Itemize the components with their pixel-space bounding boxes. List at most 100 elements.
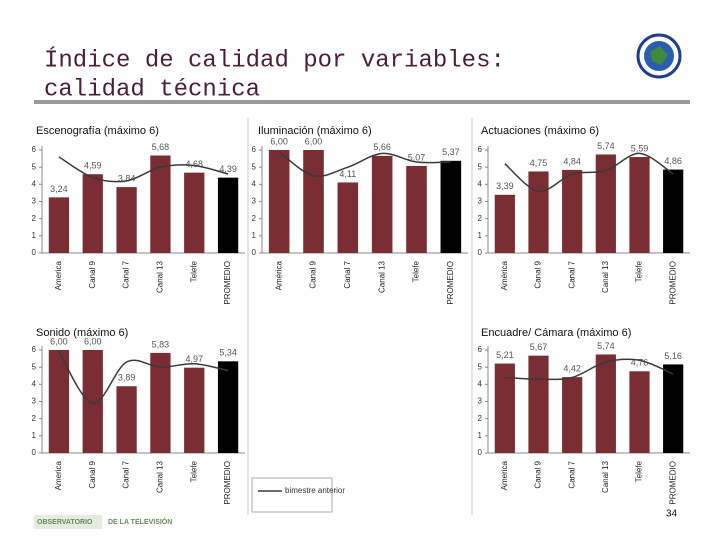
x-tick-label: America [54,460,63,490]
y-tick-label: 0 [32,248,37,257]
page-number: 34 [666,509,678,520]
bar [528,355,549,453]
bar [595,354,616,453]
value-label: 6,00 [305,136,323,146]
x-tick-label: Telefe [189,460,198,482]
y-tick-label: 3 [478,197,483,206]
y-tick-label: 3 [252,197,257,206]
value-label: 5,68 [152,142,170,152]
bar [116,386,137,453]
y-tick-label: 2 [32,214,37,223]
y-tick-label: 4 [32,379,37,388]
bar [595,154,616,253]
y-tick-label: 1 [32,431,37,440]
previous-line [58,351,229,404]
y-tick-label: 6 [32,145,37,154]
bar [337,182,359,253]
y-tick-label: 5 [32,162,37,171]
bar [48,197,70,253]
value-label: 3,39 [496,181,514,191]
bar [48,350,70,453]
bar [440,160,462,253]
chart-title: Escenografía (máximo 6) [36,125,159,137]
x-tick-label: PROMEDIO [446,261,455,305]
x-tick-label: PROMEDIO [668,461,677,505]
y-tick-label: 5 [478,162,483,171]
x-tick-label: Canal 9 [534,460,543,488]
bar [629,157,650,253]
bar [562,377,583,453]
value-label: 5,66 [373,142,391,152]
y-tick-label: 0 [478,448,483,457]
x-tick-label: Canal 9 [309,260,318,288]
y-tick-label: 4 [252,179,257,188]
value-label: 5,21 [496,350,514,360]
value-label: 4,39 [219,164,237,174]
value-label: 4,42 [563,363,581,373]
bar [217,177,239,253]
value-label: 4,75 [530,158,548,168]
y-tick-label: 6 [32,345,37,354]
y-tick-label: 5 [478,362,483,371]
value-label: 3,89 [118,373,136,383]
previous-line [504,152,674,192]
chart-title: Iluminación (máximo 6) [258,125,372,137]
chart-title: Sonido (máximo 6) [36,327,128,339]
x-tick-label: Canal 9 [88,260,97,288]
value-label: 5,74 [597,141,615,151]
y-tick-label: 6 [478,145,483,154]
value-label: 5,59 [631,143,649,153]
value-label: 5,37 [442,147,460,157]
y-tick-label: 0 [252,248,257,257]
value-label: 5,67 [530,342,548,352]
bar [629,371,650,453]
bar [528,171,549,253]
previous-line [278,151,451,178]
value-label: 5,83 [152,339,170,349]
x-tick-label: PROMEDIO [668,261,677,305]
bar [184,172,205,253]
x-tick-label: Canal 13 [156,260,165,293]
y-tick-label: 3 [478,397,483,406]
value-label: 6,00 [84,336,102,346]
bar [663,169,684,253]
y-tick-label: 1 [478,231,483,240]
y-tick-label: 0 [478,248,483,257]
x-tick-label: Canal 7 [567,460,576,488]
y-tick-label: 1 [252,231,257,240]
footer-logo-box [34,515,102,529]
value-label: 6,00 [50,336,68,346]
chart-title: Actuaciones (máximo 6) [481,125,599,137]
y-tick-label: 3 [32,197,37,206]
value-label: 3,84 [118,173,136,183]
x-tick-label: PROMEDIO [223,261,232,305]
x-tick-label: Canal 7 [122,260,131,288]
y-tick-label: 2 [252,214,257,223]
y-tick-label: 4 [478,179,483,188]
value-label: 5,34 [219,348,237,358]
bar [562,169,583,253]
x-tick-label: Canal 9 [534,260,543,288]
x-tick-label: Telefe [189,260,198,282]
x-tick-label: Canal 13 [601,260,610,293]
value-label: 5,07 [408,152,426,162]
x-tick-label: Canal 13 [601,460,610,493]
x-tick-label: PROMEDIO [223,461,232,505]
legend-box [251,477,333,513]
y-tick-label: 6 [252,145,257,154]
chart-title: Encuadre/ Cámara (máximo 6) [481,327,631,339]
logo [636,33,682,79]
x-tick-label: America [54,260,63,290]
x-tick-label: Canal 7 [343,260,352,288]
value-label: 6,00 [270,136,288,146]
bar [406,165,427,253]
x-tick-label: Telefe [412,260,421,282]
x-tick-label: América [274,260,283,290]
x-tick-label: Canal 9 [88,460,97,488]
bar [184,367,205,453]
x-tick-label: Canal 13 [156,460,165,493]
y-tick-label: 2 [478,414,483,423]
slide-title: Índice de calidad por variables: [44,46,505,74]
x-tick-label: Canal 7 [567,260,576,288]
